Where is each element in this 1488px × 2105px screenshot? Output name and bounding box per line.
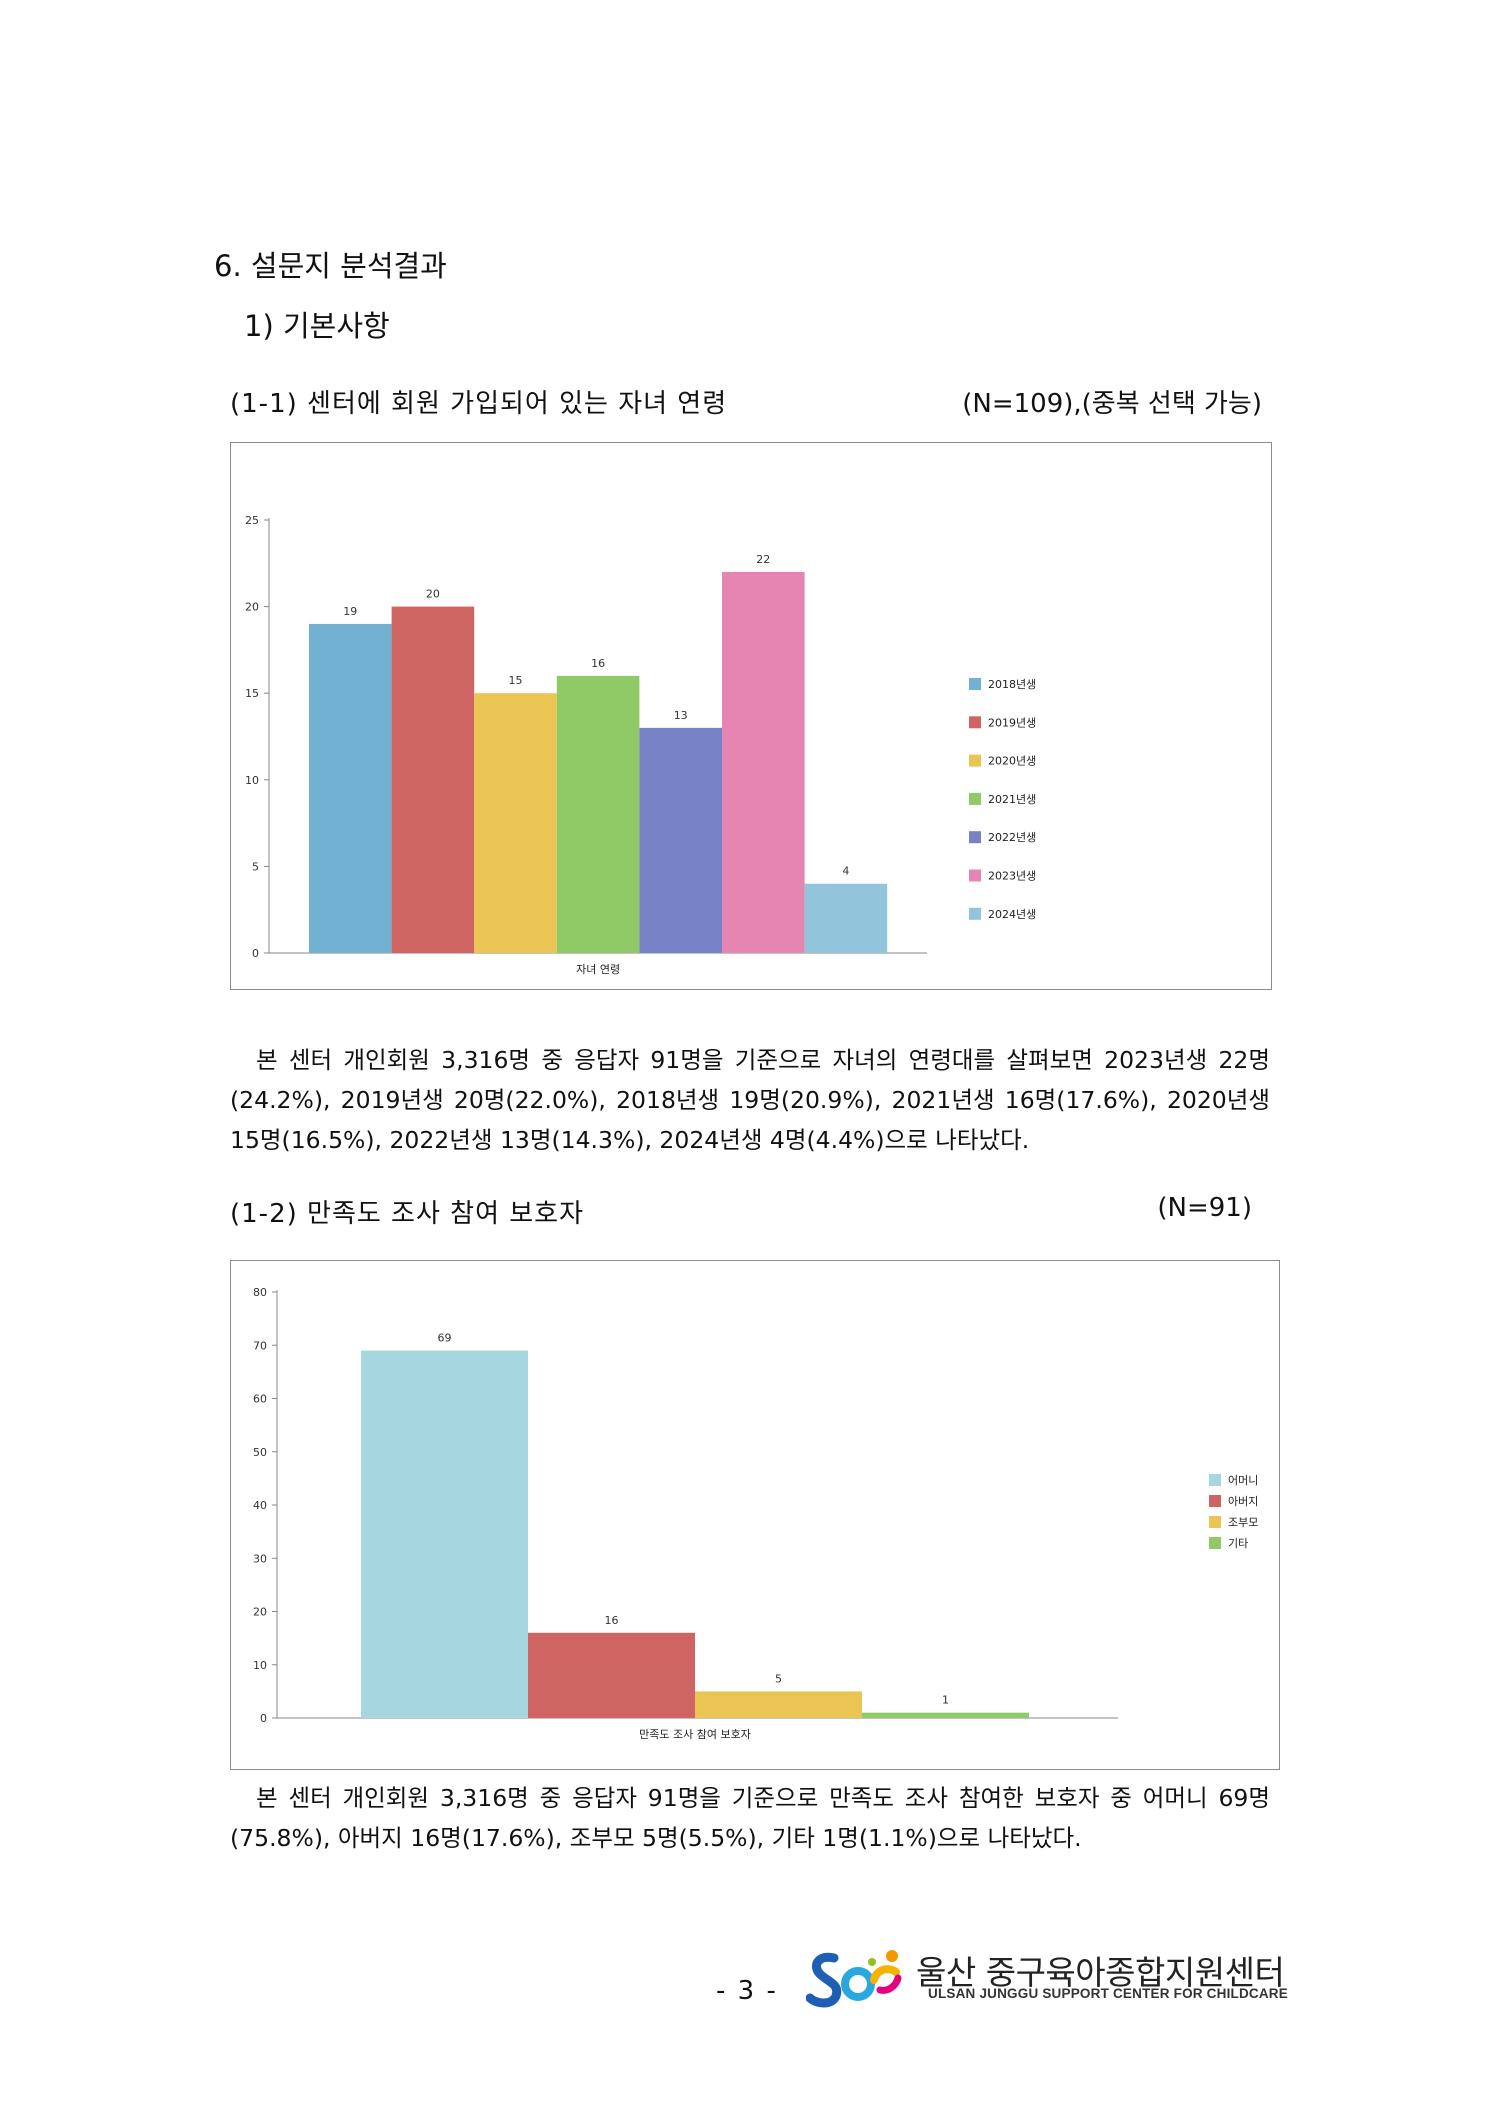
chart2-legend-label: 어머니 [1228,1474,1258,1487]
chart1-y-tick-label: 0 [252,947,259,960]
chart1-data-label: 19 [343,605,357,618]
chart2-x-axis-label: 만족도 조사 참여 보호자 [639,1728,751,1741]
chart1-bar-6 [722,571,805,953]
chart2-bar-1 [361,1350,528,1718]
chart2-data-label: 1 [942,1694,949,1707]
chart2-data-label: 16 [605,1614,619,1627]
chart2-legend-swatch [1209,1474,1221,1486]
chart1-data-label: 13 [674,709,688,722]
chart1-data-label: 4 [842,865,849,878]
chart1-legend-label: 2021년생 [988,793,1036,806]
chart1-y-tick-label: 25 [245,514,259,527]
org-name-en: ULSAN JUNGGU SUPPORT CENTER FOR CHILDCAR… [928,1986,1288,2001]
org-name-kr: 울산 중구육아종합지원센터 [916,1953,1285,1992]
chart1-y-tick-label: 20 [245,601,259,614]
chart2-legend-swatch [1209,1495,1221,1507]
chart1-box: 0 5 10 15 20 25 19 2018년생 20 2019년생 15 2020년생 16 2021… [230,442,1272,990]
chart2-y-tick-label: 20 [253,1606,267,1619]
chart1-caption: (1-1) 센터에 회원 가입되어 있는 자녀 연령 [230,389,728,419]
chart2-y-tick-label: 30 [253,1552,267,1565]
chart1-x-axis-label: 자녀 연령 [576,963,620,976]
chart1-data-label: 20 [426,588,440,601]
chart1-legend-swatch [969,869,981,882]
chart2-note: (N=91) [1157,1193,1252,1223]
chart1-legend-swatch [969,678,981,690]
chart1-legend-label: 2018년생 [988,678,1036,691]
chart1-legend-label: 2022년생 [988,831,1036,844]
page-number: - 3 - [716,1976,778,2006]
chart1-legend-label: 2024년생 [988,908,1036,921]
chart1-y-tick-label: 5 [252,860,259,873]
chart1-bar-7 [804,883,888,953]
chart2-legend-label: 아버지 [1228,1495,1258,1508]
subsection-heading: 1) 기본사항 [244,309,390,343]
chart2-y-tick-label: 70 [253,1339,267,1352]
chart2-legend-label: 조부모 [1228,1516,1258,1529]
chart1-legend-swatch [969,792,981,805]
chart1-bar-4 [556,675,640,953]
chart2-y-tick-label: 0 [260,1712,267,1725]
chart1-paragraph: 본 센터 개인회원 3,316명 중 응답자 91명을 기준으로 자녀의 연령대… [230,1040,1270,1160]
chart2-y-tick-label: 10 [253,1659,267,1672]
section-heading: 6. 설문지 분석결과 [214,249,447,283]
chart2-bar-3 [695,1691,862,1718]
chart1-data-label: 22 [756,553,770,566]
chart1-paragraph-text: 본 센터 개인회원 3,316명 중 응답자 91명을 기준으로 자녀의 연령대… [230,1046,1270,1154]
chart1-legend-swatch [969,716,981,729]
chart1-legend-label: 2019년생 [988,716,1036,729]
chart1-y-tick-label: 15 [245,687,259,700]
chart1-data-label: 15 [509,674,523,687]
chart2-bar-4 [862,1712,1029,1718]
chart2-legend-swatch [1209,1516,1221,1528]
chart1-legend-label: 2020년생 [988,755,1036,768]
chart2-legend-swatch [1209,1537,1221,1549]
chart1-bar-5 [639,727,722,953]
chart2-y-tick-label: 40 [253,1499,267,1512]
chart1-y-tick-label: 10 [245,774,259,787]
chart2-paragraph-text: 본 센터 개인회원 3,316명 중 응답자 91명을 기준으로 만족도 조사 … [230,1784,1270,1852]
chart1-bar-2 [391,606,475,953]
chart2-y-tick-label: 60 [253,1393,267,1406]
chart2-y-tick-label: 80 [253,1286,267,1299]
chart1-legend-label: 2023년생 [988,870,1036,883]
center-logo-icon [806,1950,902,2008]
chart1-svg: 0 5 10 15 20 25 19 2018년생 20 2019년생 15 2020년생 16 2021… [245,514,1036,976]
chart1-data-label: 16 [591,657,605,670]
chart2-data-label: 69 [438,1332,452,1345]
chart1-note: (N=109),(중복 선택 가능) [962,389,1262,419]
chart2-paragraph: 본 센터 개인회원 3,316명 중 응답자 91명을 기준으로 만족도 조사 … [230,1778,1270,1858]
chart1-legend-swatch [969,907,981,920]
chart2-y-tick-label: 50 [253,1446,267,1459]
chart1-legend-swatch [969,754,981,767]
chart1-bar-1 [309,623,392,953]
chart2-bar-2 [528,1632,695,1718]
chart1-bar-3 [474,693,557,953]
chart2-data-label: 5 [775,1672,782,1685]
chart2-caption: (1-2) 만족도 조사 참여 보호자 [230,1199,585,1229]
chart2-legend-label: 기타 [1228,1537,1248,1550]
chart1-legend-swatch [969,831,981,844]
